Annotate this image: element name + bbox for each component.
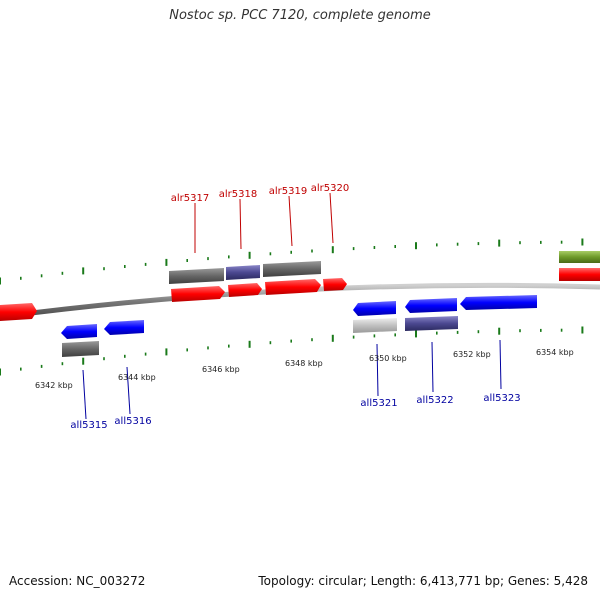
genome-title: Nostoc sp. PCC 7120, complete genome xyxy=(169,8,431,23)
gene-block[interactable] xyxy=(460,295,537,310)
accession-text: Accession: NC_003272 xyxy=(9,574,146,588)
kbp-label: 6344 kbp xyxy=(118,373,156,382)
gene-block[interactable] xyxy=(263,261,321,277)
label-leader xyxy=(239,198,242,250)
gene-label-alr5317[interactable]: alr5317 xyxy=(171,193,209,204)
gene-block[interactable] xyxy=(61,324,97,339)
kbp-label: 6354 kbp xyxy=(536,348,574,357)
gene-block[interactable] xyxy=(559,268,600,281)
gene-block[interactable] xyxy=(405,316,458,331)
reverse-gene-labels: all5315 all5316 all5321 all5322 all5323 xyxy=(70,339,521,431)
forward-tick-row xyxy=(0,238,584,285)
gene-block[interactable] xyxy=(265,279,321,295)
gene-label-alr5319[interactable]: alr5319 xyxy=(269,186,307,197)
genome-summary-text: Topology: circular; Length: 6,413,771 bp… xyxy=(258,574,588,588)
gene-label-all5323[interactable]: all5323 xyxy=(483,393,520,404)
kbp-labels: 6342 kbp 6344 kbp 6346 kbp 6348 kbp 6350… xyxy=(35,348,574,390)
forward-gene-track xyxy=(169,251,600,284)
forward-cds-track xyxy=(0,268,600,321)
gene-block[interactable] xyxy=(0,303,37,321)
label-leader xyxy=(329,192,334,244)
gene-block[interactable] xyxy=(559,251,600,263)
kbp-label: 6342 kbp xyxy=(35,381,73,390)
gene-block[interactable] xyxy=(62,341,99,357)
gene-label-all5315[interactable]: all5315 xyxy=(70,420,107,431)
reverse-gene-track xyxy=(62,316,458,357)
forward-gene-labels: alr5317 alr5318 alr5319 alr5320 xyxy=(171,183,349,253)
gene-label-all5322[interactable]: all5322 xyxy=(416,395,453,406)
gene-block[interactable] xyxy=(353,318,397,333)
gene-block[interactable] xyxy=(171,286,225,302)
kbp-label: 6350 kbp xyxy=(369,354,407,363)
gene-block[interactable] xyxy=(169,268,224,284)
label-leader xyxy=(288,195,293,247)
gene-label-alr5320[interactable]: alr5320 xyxy=(311,183,349,194)
reverse-tick-row xyxy=(0,326,584,376)
gene-label-all5321[interactable]: all5321 xyxy=(360,398,397,409)
gene-block[interactable] xyxy=(228,283,262,297)
gene-block[interactable] xyxy=(226,265,260,280)
kbp-label: 6346 kbp xyxy=(202,365,240,374)
label-leader xyxy=(376,343,379,397)
gene-label-all5316[interactable]: all5316 xyxy=(114,416,151,427)
reverse-cds-track xyxy=(61,295,537,339)
label-leader xyxy=(431,341,434,393)
gene-block[interactable] xyxy=(353,301,396,316)
kbp-label: 6352 kbp xyxy=(453,350,491,359)
gene-block[interactable] xyxy=(405,298,457,313)
gene-block[interactable] xyxy=(104,320,144,335)
kbp-label: 6348 kbp xyxy=(285,359,323,368)
label-leader xyxy=(499,339,502,390)
label-leader xyxy=(126,366,131,415)
label-leader xyxy=(82,369,87,420)
gene-block[interactable] xyxy=(323,278,347,291)
gene-label-alr5318[interactable]: alr5318 xyxy=(219,189,257,200)
